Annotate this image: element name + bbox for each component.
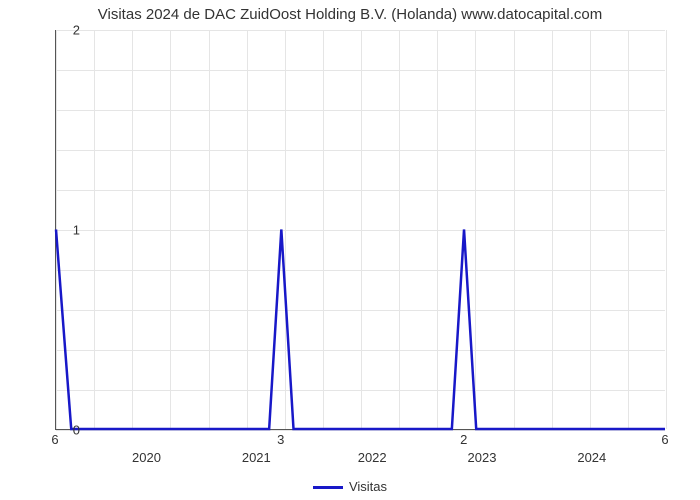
x-count-label: 6: [51, 432, 58, 447]
legend-label: Visitas: [349, 479, 387, 494]
x-count-label: 3: [277, 432, 284, 447]
y-tick-label: 2: [60, 23, 80, 38]
chart-title: Visitas 2024 de DAC ZuidOost Holding B.V…: [0, 6, 700, 23]
plot-area: [55, 30, 665, 430]
data-line: [56, 30, 665, 429]
chart-container: Visitas 2024 de DAC ZuidOost Holding B.V…: [0, 0, 700, 500]
x-tick-label: 2024: [577, 450, 606, 465]
y-tick-label: 0: [60, 423, 80, 438]
x-count-label: 6: [661, 432, 668, 447]
x-tick-label: 2021: [242, 450, 271, 465]
x-count-label: 2: [460, 432, 467, 447]
legend: Visitas: [0, 479, 700, 494]
x-tick-label: 2022: [358, 450, 387, 465]
x-tick-label: 2023: [468, 450, 497, 465]
y-tick-label: 1: [60, 223, 80, 238]
legend-swatch: [313, 486, 343, 489]
x-tick-label: 2020: [132, 450, 161, 465]
